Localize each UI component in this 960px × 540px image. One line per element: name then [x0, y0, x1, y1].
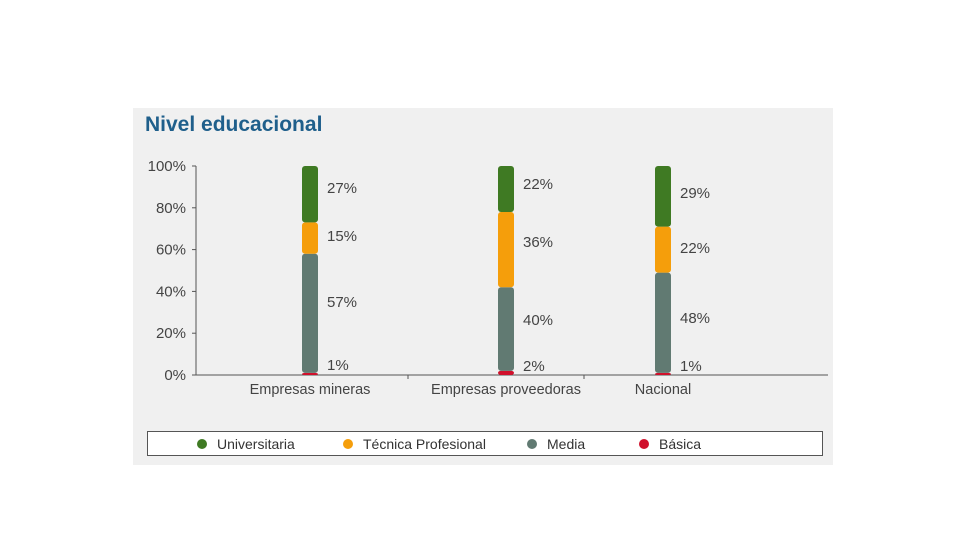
bar-1-t-cnica-profesional	[498, 211, 514, 288]
data-label-2-2: 22%	[680, 240, 710, 257]
x-tick-label-0: Empresas mineras	[250, 382, 371, 398]
data-label-1-3: 22%	[523, 176, 553, 193]
bar-0-media	[302, 253, 318, 373]
data-label-1-0: 2%	[523, 358, 545, 375]
data-label-0-2: 15%	[327, 228, 357, 245]
bar-2-universitaria	[655, 166, 671, 227]
chart-panel: Nivel educacional 0% 20% 40% 60% 80% 100% Empr…	[133, 108, 833, 465]
y-tick-label-4: 80%	[156, 200, 186, 217]
bar-2-b-sica	[655, 372, 671, 375]
legend-item-universitaria: Universitaria	[197, 436, 295, 452]
legend-label-media: Media	[547, 436, 586, 452]
data-label-1-1: 40%	[523, 312, 553, 329]
data-label-2-3: 29%	[680, 185, 710, 202]
bar-0-b-sica	[302, 372, 318, 375]
legend-swatch-basica	[639, 439, 649, 449]
x-tick-label-2: Nacional	[635, 382, 691, 398]
legend-swatch-media	[527, 439, 537, 449]
bar-0-universitaria	[302, 166, 318, 223]
data-label-1-2: 36%	[523, 234, 553, 251]
data-label-2-0: 1%	[680, 358, 702, 375]
chart-plot: 0% 20% 40% 60% 80% 100% Empresas mineras Empres…	[148, 158, 828, 398]
data-label-0-3: 27%	[327, 180, 357, 197]
chart-title: Nivel educacional	[145, 113, 323, 136]
data-label-0-1: 57%	[327, 294, 357, 311]
bar-1-b-sica	[498, 370, 514, 375]
legend-swatch-tecnica-profesional	[343, 439, 353, 449]
y-tick-label-0: 0%	[164, 367, 186, 384]
x-tick-label-1: Empresas proveedoras	[431, 382, 581, 398]
legend-item-tecnica-profesional: Técnica Profesional	[343, 436, 486, 452]
legend-item-basica: Básica	[639, 436, 701, 452]
chart-legend: Universitaria Técnica Profesional Media …	[147, 431, 823, 456]
legend-item-media: Media	[527, 436, 585, 452]
bar-1-universitaria	[498, 166, 514, 212]
bar-0-t-cnica-profesional	[302, 222, 318, 254]
legend-label-basica: Básica	[659, 436, 702, 452]
bar-2-media	[655, 272, 671, 373]
y-tick-label-5: 100%	[148, 158, 186, 175]
y-tick-label-2: 40%	[156, 283, 186, 300]
bar-1-media	[498, 287, 514, 371]
legend-swatch-universitaria	[197, 439, 207, 449]
legend-label-tecnica-profesional: Técnica Profesional	[363, 436, 486, 452]
y-tick-label-1: 20%	[156, 325, 186, 342]
legend-label-universitaria: Universitaria	[217, 436, 295, 452]
data-label-2-1: 48%	[680, 310, 710, 327]
bar-2-t-cnica-profesional	[655, 226, 671, 273]
data-label-0-0: 1%	[327, 357, 349, 374]
y-tick-label-3: 60%	[156, 242, 186, 259]
